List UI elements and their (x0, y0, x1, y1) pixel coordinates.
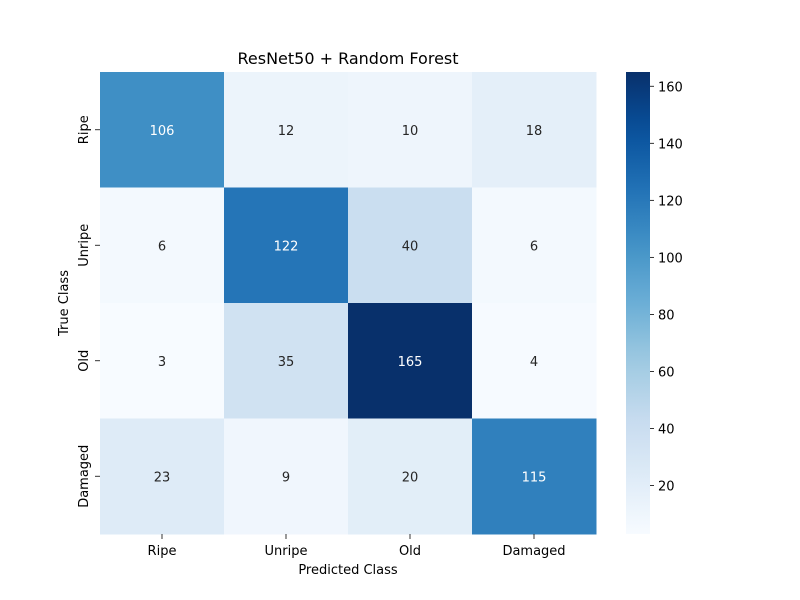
cell-value-label: 12 (278, 124, 295, 139)
heatmap-cell (348, 303, 473, 419)
colorbar-ticks: 20 40 60 80 100 120 140 160 (650, 80, 683, 495)
cell-value-label: 20 (402, 470, 419, 485)
heatmap-cell (224, 418, 349, 535)
heatmap-cell (348, 72, 473, 188)
cell-value-label: 6 (530, 239, 538, 254)
y-tick-label: Ripe (77, 115, 92, 144)
chart-title: ResNet50 + Random Forest (237, 49, 458, 68)
heatmap-cell (100, 303, 225, 419)
cell-value-label: 165 (398, 355, 423, 370)
cell-value-label: 106 (150, 124, 175, 139)
cell-value-label: 10 (402, 124, 419, 139)
cell-value-label: 6 (158, 239, 166, 254)
cell-value-label: 4 (530, 355, 538, 370)
heatmap-cell (100, 418, 225, 535)
cell-value-label: 115 (522, 470, 547, 485)
colorbar-tick-label: 160 (658, 80, 683, 95)
x-tick-label: Ripe (148, 544, 177, 559)
colorbar-tick-label: 20 (658, 480, 675, 495)
colorbar-tick-label: 100 (658, 251, 683, 266)
heatmap-cells (100, 72, 597, 535)
cell-annotations: 106 12 10 18 6 122 40 6 3 35 165 4 23 9 20 115 (150, 124, 547, 486)
cell-value-label: 40 (402, 239, 419, 254)
colorbar-tick-label: 80 (658, 308, 675, 323)
heatmap-cell (100, 187, 225, 304)
heatmap-cell (472, 72, 597, 188)
heatmap-cell (348, 187, 473, 304)
cell-value-label: 9 (282, 470, 290, 485)
y-tick-label: Old (77, 350, 92, 372)
heatmap-cell (224, 303, 349, 419)
cell-value-label: 35 (278, 355, 295, 370)
heatmap-cell (224, 187, 349, 304)
x-axis-ticks: Ripe Unripe Old Damaged (148, 534, 566, 559)
heatmap-cell (224, 72, 349, 188)
colorbar-tick-label: 120 (658, 194, 683, 209)
colorbar (626, 72, 650, 534)
y-axis-label: True Class (57, 270, 72, 337)
colorbar-tick-label: 140 (658, 137, 683, 152)
colorbar-tick-label: 40 (658, 422, 675, 437)
x-tick-label: Unripe (265, 544, 308, 559)
x-tick-label: Damaged (502, 544, 565, 559)
y-axis-ticks: Ripe Unripe Old Damaged (77, 115, 100, 508)
cell-value-label: 18 (526, 124, 543, 139)
x-tick-label: Old (399, 544, 421, 559)
x-axis-label: Predicted Class (298, 563, 398, 578)
y-tick-label: Unripe (77, 224, 92, 267)
cell-value-label: 122 (274, 239, 299, 254)
heatmap-cell (472, 418, 597, 535)
heatmap-cell (472, 187, 597, 304)
heatmap-cell (100, 72, 225, 188)
heatmap-cell (348, 418, 473, 535)
heatmap-cell (472, 303, 597, 419)
y-tick-label: Damaged (77, 445, 92, 508)
cell-value-label: 23 (154, 470, 171, 485)
colorbar-tick-label: 60 (658, 365, 675, 380)
cell-value-label: 3 (158, 355, 166, 370)
